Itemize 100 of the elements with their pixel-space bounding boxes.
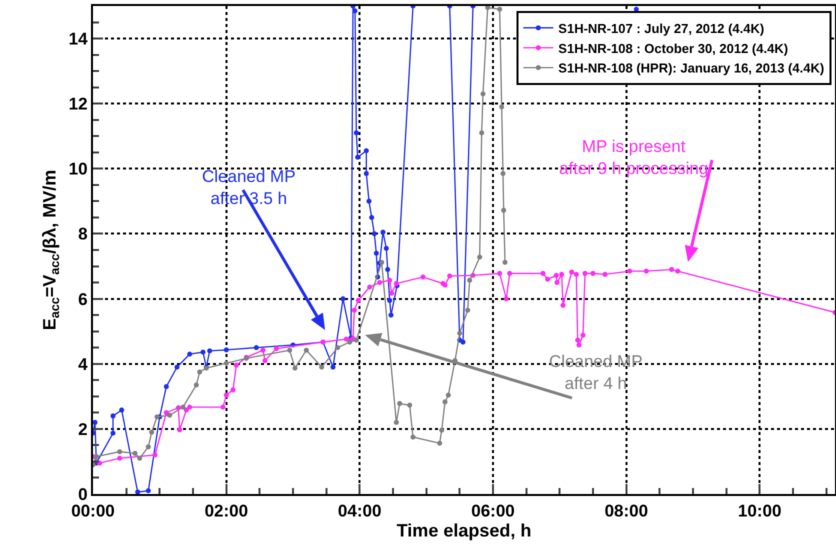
point bbox=[137, 456, 142, 461]
point bbox=[439, 428, 444, 433]
point bbox=[377, 280, 382, 286]
point bbox=[460, 340, 466, 345]
point bbox=[262, 358, 268, 364]
point bbox=[669, 267, 674, 272]
point bbox=[187, 352, 192, 357]
point bbox=[347, 340, 352, 345]
point bbox=[152, 452, 158, 458]
point bbox=[479, 130, 484, 136]
point bbox=[260, 348, 266, 353]
point bbox=[501, 208, 506, 213]
point bbox=[197, 370, 202, 374]
point bbox=[220, 404, 226, 410]
point bbox=[590, 270, 596, 276]
point bbox=[230, 387, 236, 392]
point bbox=[364, 148, 369, 154]
point bbox=[154, 414, 160, 420]
point bbox=[340, 296, 346, 302]
point bbox=[354, 130, 359, 136]
point bbox=[319, 364, 324, 370]
point bbox=[194, 382, 199, 388]
point bbox=[397, 401, 402, 406]
point bbox=[372, 231, 377, 236]
point bbox=[366, 198, 372, 204]
point bbox=[559, 272, 564, 277]
annotation: Cleaned MP after 4 h bbox=[549, 352, 643, 394]
point bbox=[287, 348, 292, 353]
point bbox=[485, 6, 490, 10]
y-tick-label: 2 bbox=[78, 420, 88, 439]
point bbox=[437, 440, 442, 446]
point bbox=[224, 360, 229, 366]
point bbox=[184, 408, 189, 413]
point bbox=[117, 456, 122, 461]
legend-label: S1H-NR-107 : July 27, 2012 (4.4K) bbox=[558, 20, 764, 36]
point bbox=[480, 91, 486, 96]
point bbox=[177, 427, 182, 432]
point bbox=[388, 312, 394, 318]
point bbox=[344, 336, 349, 342]
point bbox=[627, 268, 632, 274]
y-tick-label: 4 bbox=[78, 354, 88, 374]
point bbox=[602, 272, 608, 277]
point bbox=[187, 404, 192, 410]
point bbox=[167, 412, 172, 418]
point bbox=[132, 450, 138, 456]
point bbox=[504, 296, 509, 302]
point bbox=[367, 284, 372, 290]
point bbox=[554, 272, 559, 278]
point bbox=[569, 270, 574, 275]
point bbox=[110, 430, 116, 436]
point bbox=[540, 270, 546, 276]
point bbox=[389, 290, 394, 296]
point bbox=[499, 104, 504, 110]
point bbox=[387, 298, 392, 303]
point bbox=[146, 444, 151, 450]
annotation: Cleaned MP after 3.5 h bbox=[202, 167, 296, 208]
y-tick-label: 8 bbox=[78, 224, 88, 244]
point bbox=[135, 490, 140, 494]
point bbox=[580, 332, 586, 338]
point bbox=[497, 270, 502, 276]
point bbox=[675, 268, 680, 274]
point bbox=[174, 364, 180, 370]
point bbox=[330, 364, 336, 370]
legend-label: S1H-NR-108 : October 30, 2012 (4.4K) bbox=[558, 40, 788, 56]
point bbox=[117, 449, 122, 454]
point bbox=[477, 254, 482, 260]
x-tick-label: 02:00 bbox=[204, 501, 248, 520]
point bbox=[180, 404, 186, 410]
point bbox=[356, 298, 361, 303]
point bbox=[500, 171, 506, 176]
point bbox=[385, 267, 390, 272]
point bbox=[94, 454, 99, 460]
point bbox=[574, 272, 579, 277]
point bbox=[93, 420, 98, 425]
point bbox=[304, 348, 309, 353]
point bbox=[502, 260, 508, 265]
point bbox=[254, 345, 259, 350]
y-tick-label: 0 bbox=[78, 484, 88, 504]
point bbox=[384, 246, 389, 251]
point bbox=[110, 413, 116, 418]
point bbox=[369, 214, 374, 220]
point bbox=[507, 270, 512, 276]
point bbox=[234, 362, 239, 368]
point bbox=[410, 434, 416, 440]
annotation: MP is present after 9 h processing bbox=[559, 137, 708, 178]
point bbox=[554, 280, 560, 286]
point bbox=[164, 384, 169, 390]
point bbox=[420, 274, 426, 280]
point bbox=[149, 430, 154, 435]
point bbox=[447, 274, 452, 279]
point bbox=[380, 230, 386, 235]
point bbox=[200, 350, 206, 355]
point bbox=[292, 366, 298, 371]
point bbox=[207, 348, 212, 354]
point bbox=[560, 302, 566, 308]
point bbox=[387, 278, 392, 283]
line-series bbox=[93, 267, 835, 466]
point bbox=[354, 338, 359, 343]
point bbox=[224, 392, 229, 398]
point bbox=[575, 338, 580, 343]
